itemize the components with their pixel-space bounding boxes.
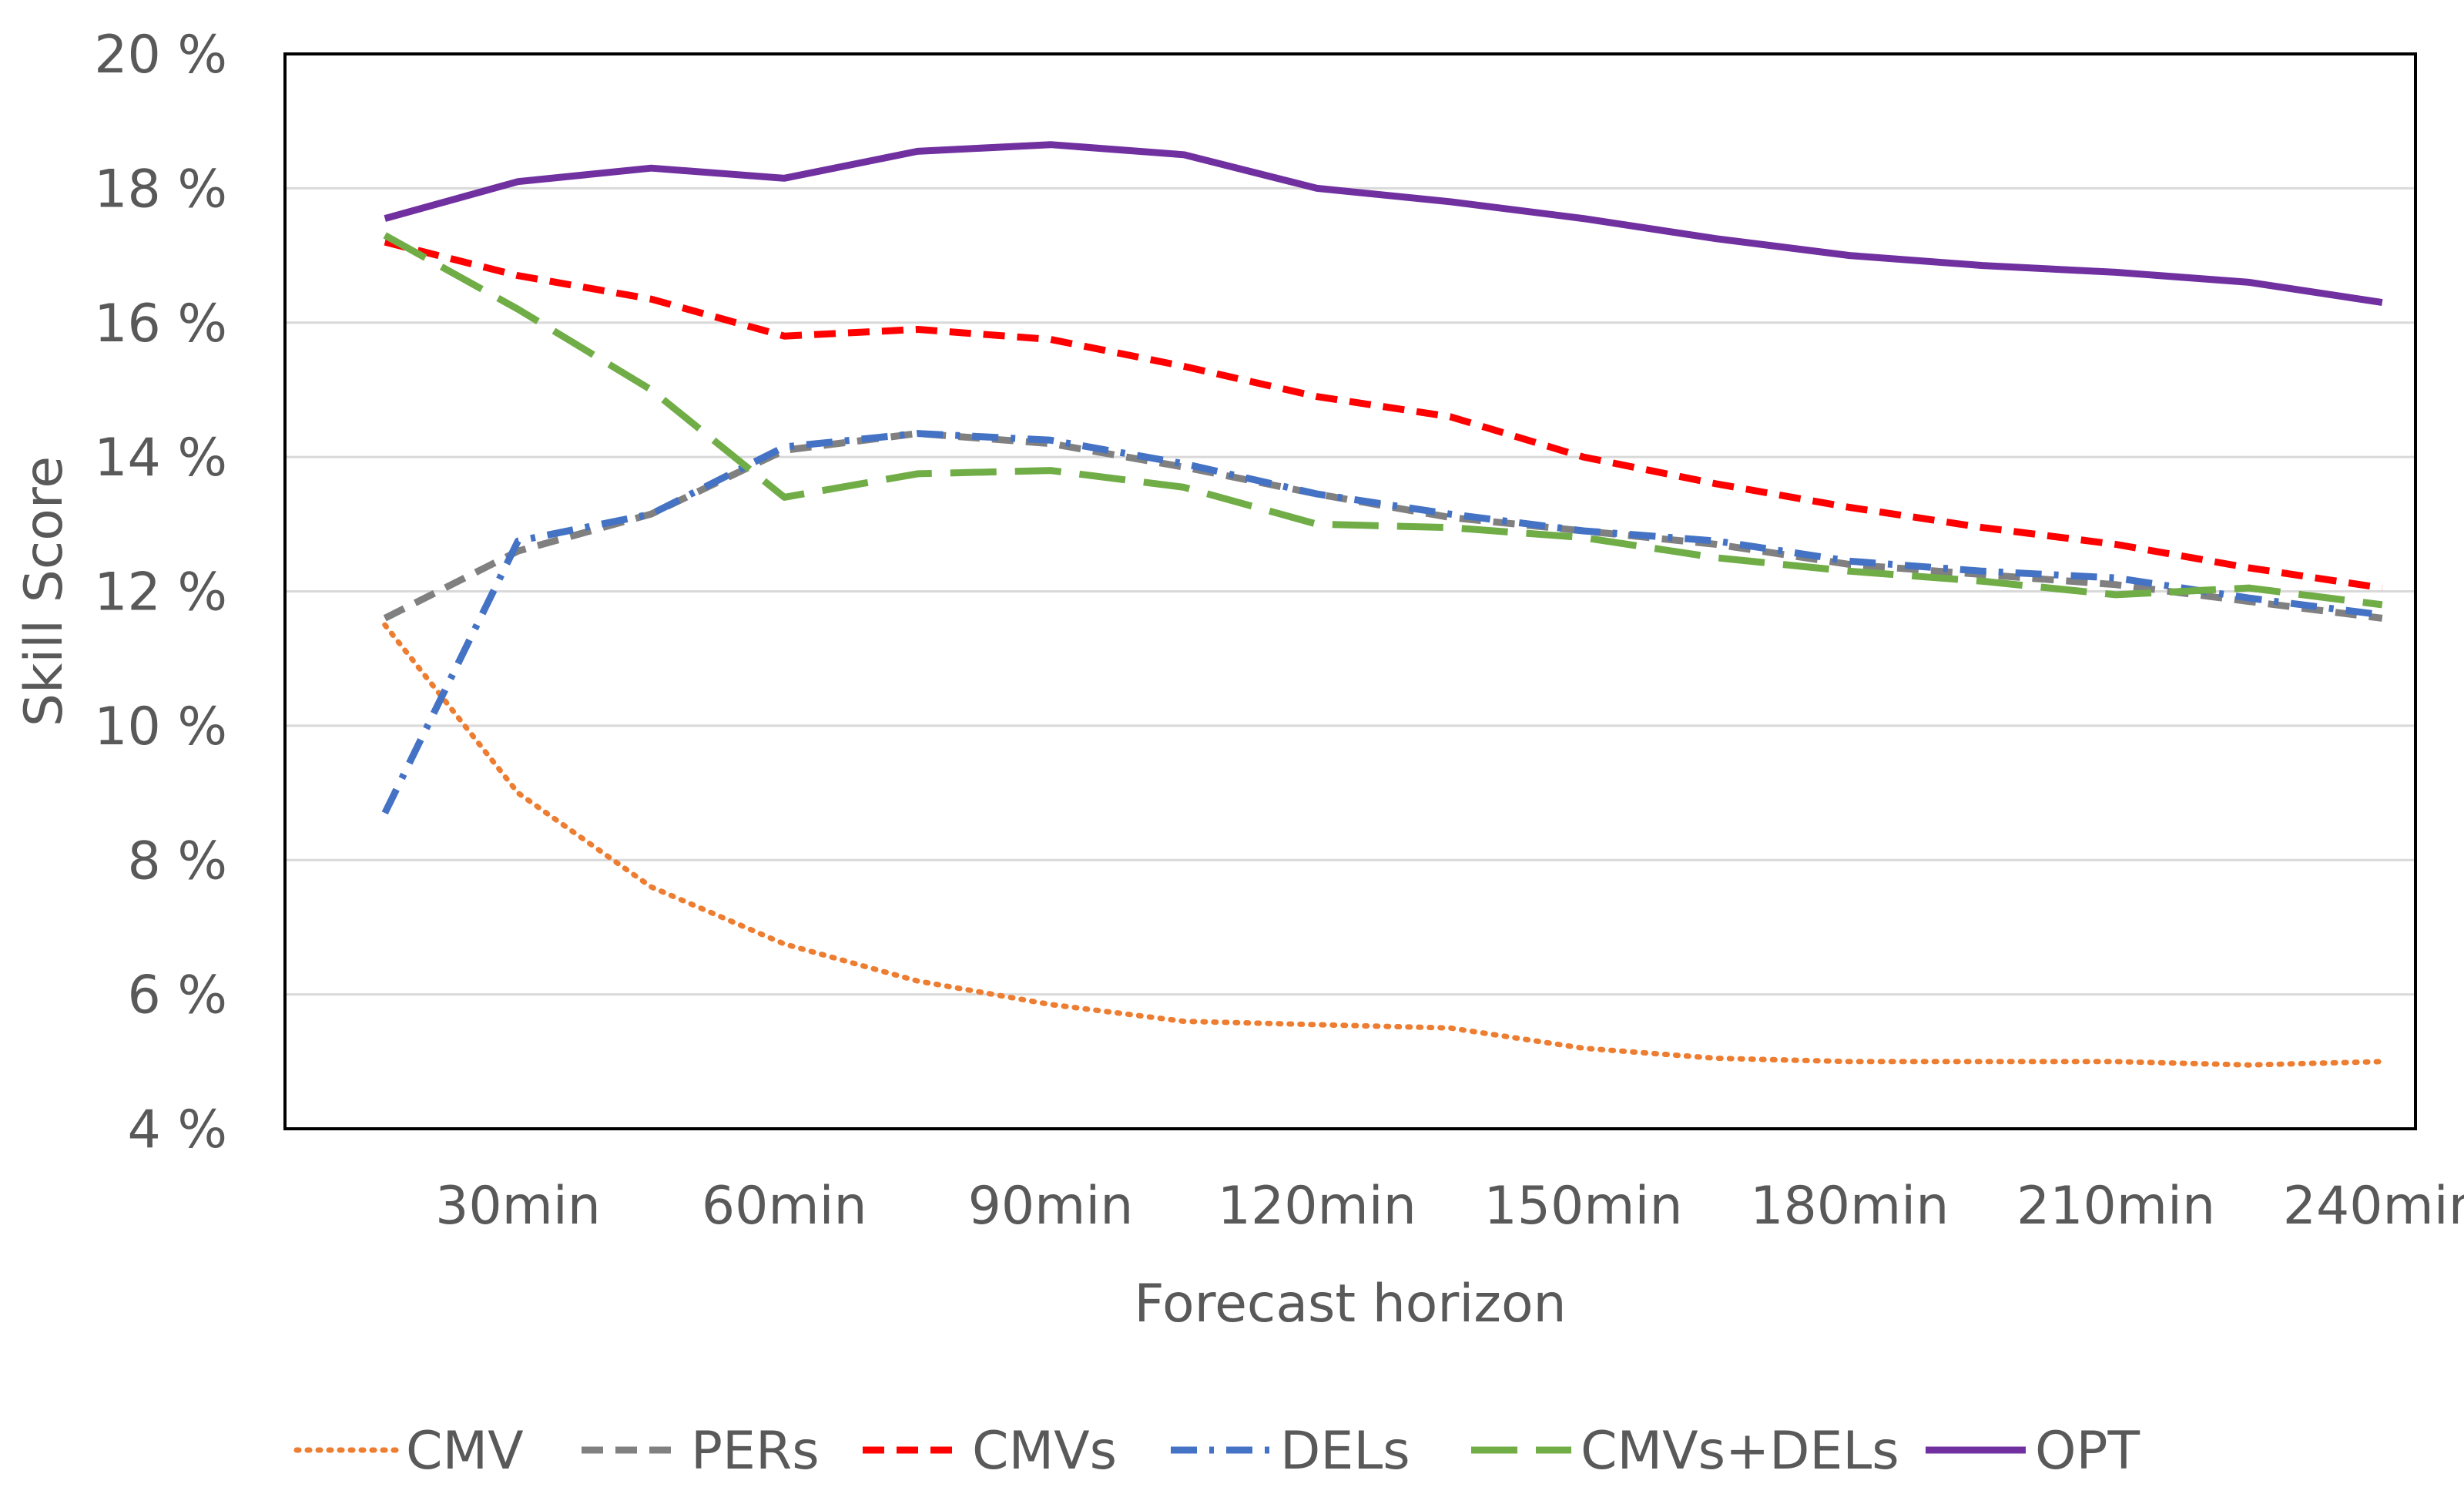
y-tick-label: 18 % — [94, 159, 227, 220]
legend: CMV PERs CMVs DELs CMVs+DELs OPT — [293, 1421, 2140, 1482]
y-tick-label: 14 % — [94, 428, 227, 488]
y-tick-label: 6 % — [128, 965, 228, 1026]
y-tick-label: 10 % — [94, 697, 227, 757]
series-line-cmvs — [384, 238, 2383, 592]
y-tick-label: 20 % — [94, 25, 227, 86]
series-lines — [381, 141, 2385, 1068]
legend-label: OPT — [2035, 1421, 2140, 1482]
plot-area-border — [283, 52, 2417, 1130]
legend-label: CMVs — [972, 1421, 1117, 1482]
y-axis-title: Skill Score — [14, 456, 75, 727]
x-tick-label: 240min — [2283, 1176, 2464, 1237]
x-tick-label: 210min — [2016, 1176, 2215, 1237]
series-line-opt — [384, 141, 2383, 307]
x-tick-label: 180min — [1750, 1176, 1949, 1237]
legend-label: CMVs+DELs — [1581, 1421, 1899, 1482]
y-tick-label: 8 % — [128, 831, 228, 891]
x-axis-title: Forecast horizon — [1134, 1274, 1566, 1334]
x-tick-label: 150min — [1484, 1176, 1683, 1237]
gridlines — [285, 186, 2415, 996]
x-tick-label: 60min — [702, 1176, 867, 1237]
y-tick-label: 4 % — [128, 1099, 228, 1160]
x-tick-label: 120min — [1218, 1176, 1416, 1237]
legend-label: PERs — [691, 1421, 820, 1482]
series-line-pers — [383, 430, 2383, 622]
series-line-cmvs-dels — [383, 232, 2383, 609]
x-tick-label: 30min — [435, 1176, 601, 1237]
legend-label: DELs — [1280, 1421, 1410, 1482]
series-line-dels — [381, 430, 2383, 815]
series-line-cmv — [382, 622, 2385, 1068]
y-axis-ticks: 4 % 6 % 8 % 10 % 12 % 14 % 16 % 18 % 20 % — [94, 25, 227, 1160]
x-tick-label: 90min — [968, 1176, 1134, 1237]
y-tick-label: 12 % — [94, 562, 227, 623]
legend-label: CMV — [406, 1421, 524, 1482]
x-axis-ticks: 30min 60min 90min 120min 150min 180min 210min 2… — [435, 1176, 2464, 1237]
y-tick-label: 16 % — [94, 294, 227, 354]
